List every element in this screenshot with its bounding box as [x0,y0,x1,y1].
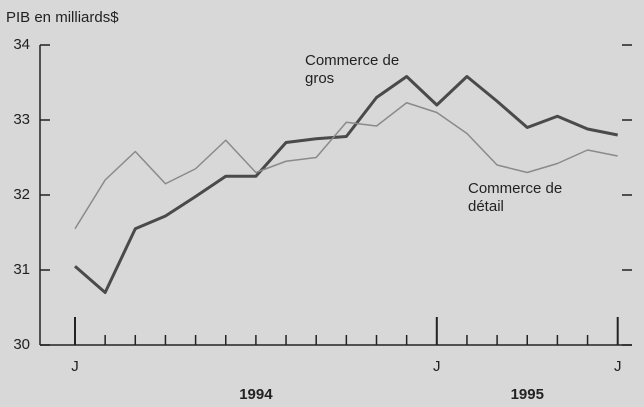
x-tick-label: J [71,358,79,375]
series-annotation: Commerce de détail [468,180,563,215]
y-tick-label: 33 [13,111,30,128]
year-label: 1995 [511,386,544,403]
y-tick-label: 31 [13,261,30,278]
y-tick-label: 32 [13,186,30,203]
x-tick-label: J [433,358,441,375]
series-line [74,75,618,294]
y-tick-label: 30 [13,336,30,353]
series-annotation: Commerce de gros [305,52,400,87]
x-tick-label: J [614,358,622,375]
year-label: 1994 [239,386,273,403]
y-axis-label: PIB en milliards$ [6,9,119,26]
y-tick-label: 34 [13,36,30,53]
series-line [74,102,618,230]
